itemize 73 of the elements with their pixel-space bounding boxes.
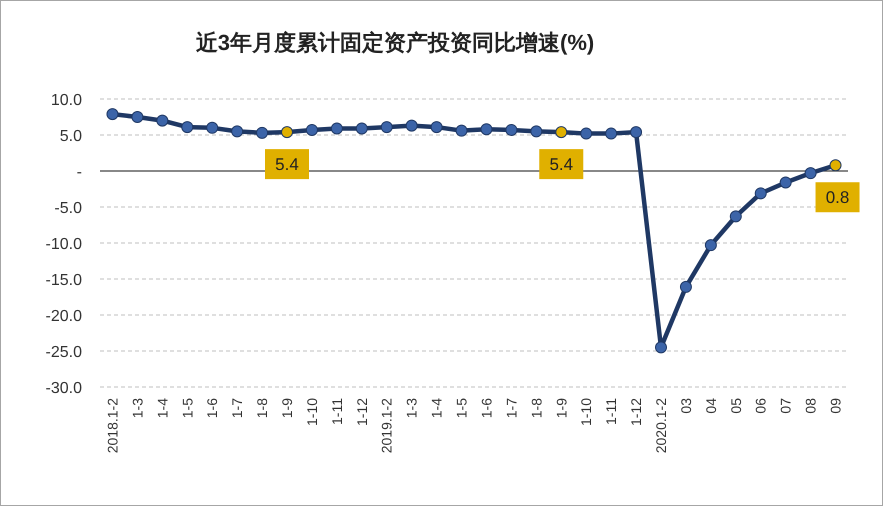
point: [181, 121, 194, 134]
x-tick-label: 05: [728, 398, 744, 414]
x-tick-label: 1-7: [503, 398, 520, 418]
x-tick-label: 1-10: [304, 398, 320, 426]
point: [680, 280, 692, 293]
point: [830, 159, 842, 172]
point: [804, 167, 817, 180]
point: [530, 125, 542, 138]
point: [256, 126, 268, 139]
point: [605, 128, 618, 140]
x-tick-label: 04: [702, 398, 719, 414]
x-tick-label: 03: [678, 398, 694, 414]
point: [156, 114, 168, 127]
x-tick-label: 1-3: [129, 398, 146, 418]
y-tick-label: 5.0: [60, 128, 82, 145]
x-tick-label: 1-5: [179, 398, 196, 418]
point: [306, 124, 318, 136]
x-tick-label: 1-4: [428, 398, 445, 418]
y-tick-label: -: [76, 164, 82, 181]
y-tick-label: -10.0: [46, 236, 82, 253]
point: [430, 121, 443, 134]
point: [380, 121, 393, 134]
data-label: 0.8: [826, 188, 850, 208]
x-tick-label: 2018.1-2: [104, 398, 120, 454]
y-tick-label: -15.0: [46, 272, 82, 289]
x-tick-label: 1-3: [404, 398, 420, 418]
point: [406, 120, 418, 132]
x-tick-label: 1-6: [478, 398, 494, 418]
point: [356, 122, 368, 135]
data-label: 5.4: [275, 155, 299, 174]
x-tick-label: 1-7: [229, 398, 246, 418]
x-tick-label: 08: [802, 398, 819, 414]
point: [231, 125, 244, 138]
point: [131, 111, 144, 123]
point: [456, 124, 468, 137]
x-tick-label: 1-9: [553, 398, 570, 418]
x-tick-label: 06: [752, 398, 769, 414]
point: [206, 122, 218, 134]
point: [655, 341, 667, 354]
point: [580, 128, 592, 140]
y-tick-label: -30.0: [46, 380, 82, 397]
x-tick-label: 1-12: [628, 398, 644, 426]
x-tick-label: 1-5: [454, 398, 470, 418]
point: [780, 176, 792, 189]
point: [630, 126, 642, 138]
x-tick-label: 1-10: [578, 398, 594, 426]
chart-title: 近3年月度累计固定资产投资同比增速(%): [194, 30, 594, 55]
y-tick-label: -20.0: [46, 308, 82, 325]
point: [106, 108, 118, 120]
x-tick-label: 1-11: [603, 398, 620, 425]
x-tick-label: 1-9: [279, 398, 295, 418]
y-tick-label: -25.0: [46, 344, 82, 361]
point: [555, 126, 568, 138]
y-tick-label: -5.0: [54, 200, 82, 217]
point: [281, 126, 293, 138]
point: [330, 122, 343, 135]
x-tick-label: 07: [778, 398, 794, 414]
x-tick-label: 1-11: [328, 398, 345, 425]
x-tick-label: 2019.1-2: [378, 398, 395, 454]
x-tick-label: 1-8: [528, 398, 544, 418]
point: [730, 210, 742, 222]
x-tick-label: 1-6: [204, 398, 220, 418]
x-tick-label: 1-12: [354, 398, 370, 426]
x-tick-label: 09: [828, 398, 844, 414]
x-tick-label: 2020.1-2: [653, 398, 669, 454]
point: [505, 124, 518, 136]
data-label: 5.4: [549, 155, 574, 174]
point: [480, 123, 492, 136]
y-tick-label: 10.0: [50, 92, 82, 109]
point: [754, 187, 767, 200]
x-tick-label: 1-4: [154, 398, 170, 418]
x-tick-label: 1-8: [254, 398, 270, 418]
point: [704, 239, 717, 252]
